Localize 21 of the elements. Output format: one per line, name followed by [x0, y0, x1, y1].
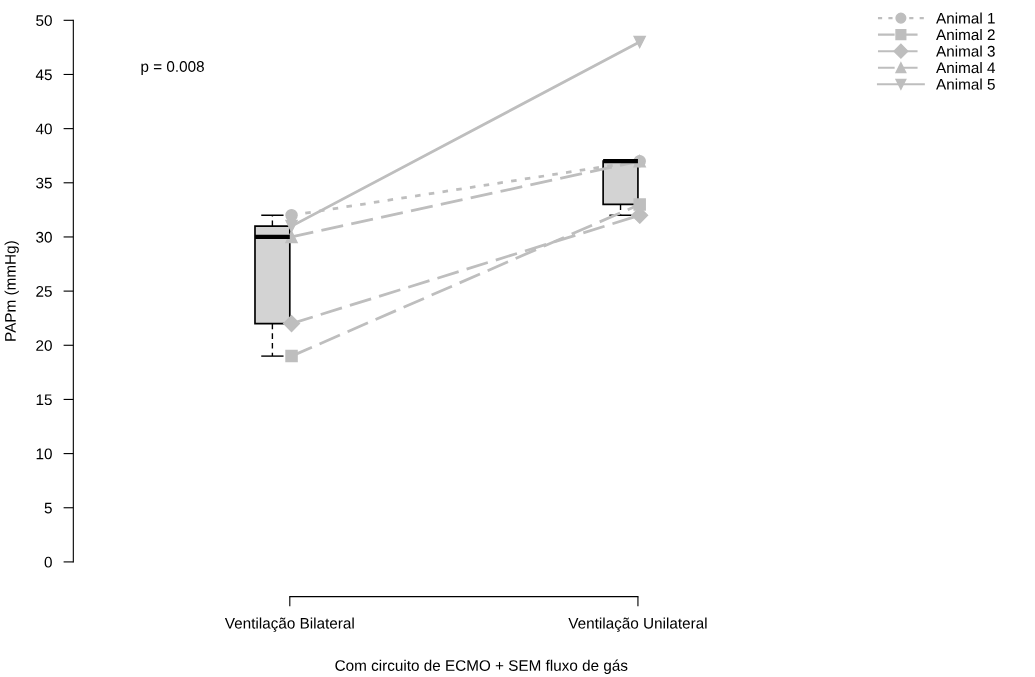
y-tick-label: 30	[36, 231, 52, 243]
y-tick-label: 35	[36, 177, 52, 189]
y-tick-label: 40	[35, 123, 52, 135]
y-tick-label: 10	[36, 448, 52, 460]
y-axis-title: PAPm (mmHg)	[4, 241, 19, 341]
y-tick-label: 45	[35, 69, 52, 81]
y-tick-label: 15	[36, 394, 52, 406]
x-tick-label: Ventilação Unilateral	[568, 617, 707, 632]
legend-label: Animal 3	[936, 45, 995, 57]
x-axis-title: Com circuito de ECMO + SEM fluxo de gás	[335, 659, 628, 674]
y-tick-label: 5	[44, 502, 52, 514]
legend-label: Animal 4	[936, 62, 996, 74]
y-tick-label: 25	[36, 285, 52, 297]
y-tick-label: 0	[44, 556, 52, 568]
legend-label: Animal 2	[936, 28, 995, 41]
y-tick-label: 50	[36, 15, 52, 26]
legend-label: Animal 1	[936, 12, 995, 24]
legend-label: Animal 5	[936, 78, 995, 90]
annotation: p = 0.008	[141, 61, 204, 75]
y-tick-label: 20	[36, 340, 52, 351]
x-tick-label: Ventilação Bilateral	[224, 617, 354, 632]
